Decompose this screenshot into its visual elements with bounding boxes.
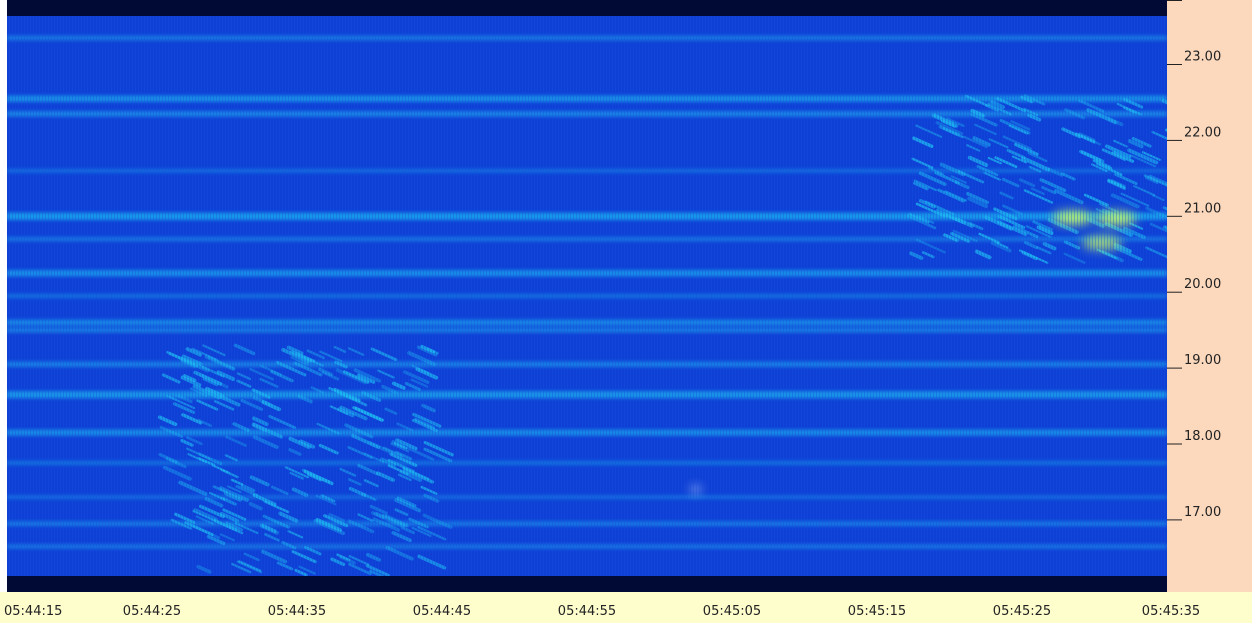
- x-tick-label: 05:44:25: [123, 604, 181, 619]
- x-tick-label: 05:45:35: [1142, 604, 1200, 619]
- y-tick-label: 17.00: [1184, 505, 1221, 520]
- bottom-edge-band: [7, 576, 1167, 592]
- plot-area: [7, 0, 1167, 592]
- plot-left-margin: [0, 0, 7, 592]
- x-tick-label: 05:45:25: [993, 604, 1051, 619]
- y-axis: 23.00 22.00 21.00 20.00 19.00 18.00 17.00: [1167, 50, 1221, 521]
- y-tick-label: 21.00: [1184, 201, 1221, 216]
- x-tick-label: 05:44:55: [558, 604, 616, 619]
- y-tick-label: 22.00: [1184, 125, 1221, 140]
- x-tick-label: 05:44:15: [4, 604, 62, 619]
- y-tick-label: 23.00: [1184, 50, 1221, 65]
- time-axis-panel: [0, 592, 1252, 623]
- y-tick-label: 18.00: [1184, 429, 1221, 444]
- top-edge-band: [7, 0, 1167, 16]
- axis-panel: [1167, 0, 1252, 623]
- y-tick-label: 19.00: [1184, 353, 1221, 368]
- x-tick-label: 05:45:05: [703, 604, 761, 619]
- y-tick-label: 20.00: [1184, 277, 1221, 292]
- x-tick-label: 05:44:35: [268, 604, 326, 619]
- x-tick-label: 05:45:15: [848, 604, 906, 619]
- x-tick-label: 05:44:45: [413, 604, 471, 619]
- x-axis: 05:44:15 05:44:25 05:44:35 05:44:45 05:44:55…: [4, 604, 1200, 619]
- texture-grain: [7, 0, 1167, 592]
